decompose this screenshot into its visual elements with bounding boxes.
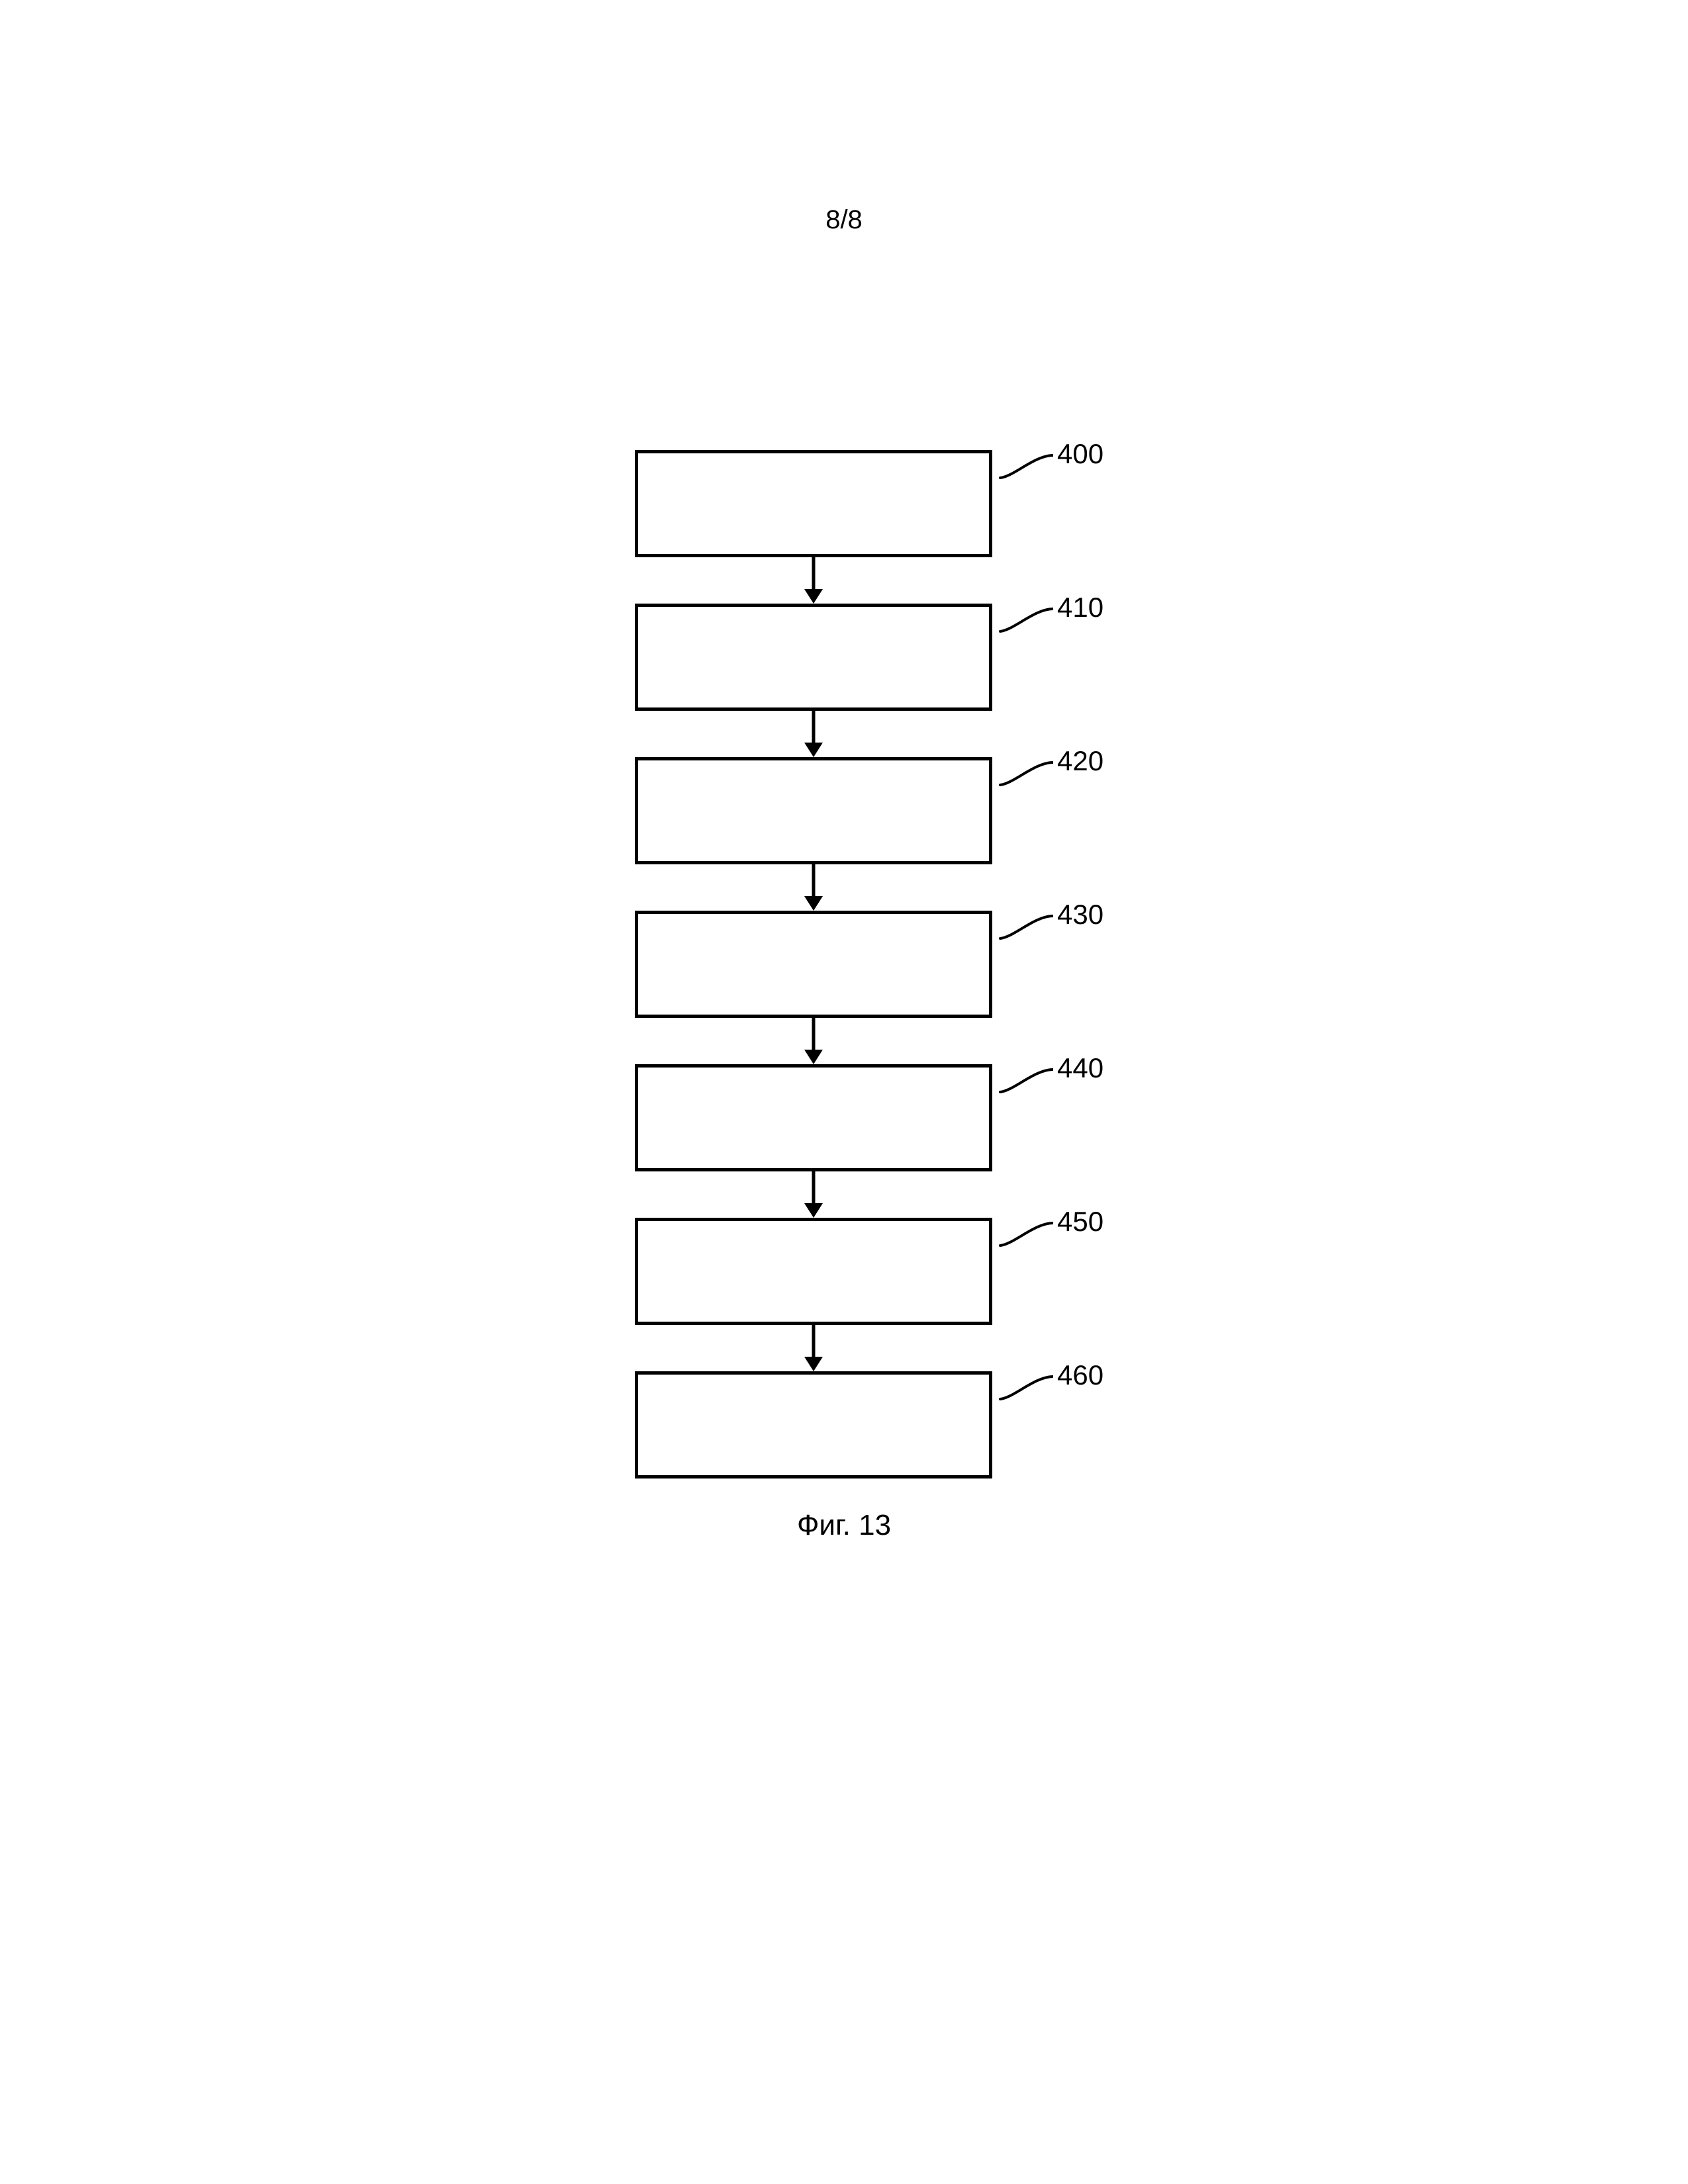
ref-label-410: 410 [1057, 592, 1103, 623]
flow-arrow-row [635, 1325, 1053, 1371]
flowchart-container: 400 410 420 430 440 450 460 [635, 450, 1053, 1479]
ref-label-440: 440 [1057, 1052, 1103, 1084]
flow-box-460 [635, 1371, 992, 1479]
spacer [992, 1171, 1053, 1218]
flow-arrow-row [635, 1171, 1053, 1218]
spacer [992, 557, 1053, 604]
flow-arrow [635, 557, 992, 604]
flow-arrow [635, 864, 992, 911]
flow-row: 460 [635, 1371, 1053, 1479]
lead-line: 440 [992, 1064, 1053, 1171]
flow-arrow-row [635, 864, 1053, 911]
lead-line: 410 [992, 604, 1053, 711]
ref-label-450: 450 [1057, 1206, 1103, 1238]
figure-caption: Фиг. 13 [797, 1509, 891, 1542]
lead-line: 420 [992, 757, 1053, 864]
flow-box-450 [635, 1218, 992, 1325]
spacer [992, 711, 1053, 757]
spacer [992, 1018, 1053, 1064]
flow-arrow-row [635, 711, 1053, 757]
ref-label-400: 400 [1057, 438, 1103, 470]
lead-line: 400 [992, 450, 1053, 557]
lead-line: 430 [992, 911, 1053, 1018]
flow-row: 400 [635, 450, 1053, 557]
flow-box-430 [635, 911, 992, 1018]
flow-row: 410 [635, 604, 1053, 711]
page-number: 8/8 [825, 205, 863, 235]
ref-label-460: 460 [1057, 1359, 1103, 1391]
spacer [992, 864, 1053, 911]
flow-box-410 [635, 604, 992, 711]
flow-arrow-row [635, 557, 1053, 604]
lead-line: 450 [992, 1218, 1053, 1325]
flow-arrow [635, 711, 992, 757]
flow-arrow [635, 1325, 992, 1371]
ref-label-420: 420 [1057, 745, 1103, 777]
flow-arrow-row [635, 1018, 1053, 1064]
ref-label-430: 430 [1057, 899, 1103, 931]
spacer [992, 1325, 1053, 1371]
flow-row: 450 [635, 1218, 1053, 1325]
flow-box-400 [635, 450, 992, 557]
flow-arrow [635, 1018, 992, 1064]
flow-row: 440 [635, 1064, 1053, 1171]
flow-box-440 [635, 1064, 992, 1171]
lead-line: 460 [992, 1371, 1053, 1479]
flow-arrow [635, 1171, 992, 1218]
flow-row: 420 [635, 757, 1053, 864]
flow-row: 430 [635, 911, 1053, 1018]
flow-box-420 [635, 757, 992, 864]
